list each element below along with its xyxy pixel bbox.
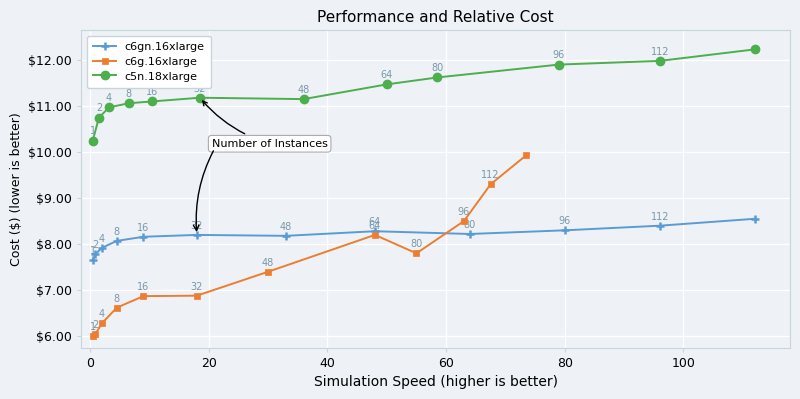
Text: 112: 112 <box>650 211 669 221</box>
c6g.16xlarge <box>412 251 422 256</box>
Text: 2: 2 <box>96 103 102 113</box>
Text: 80: 80 <box>464 220 476 230</box>
c6g.16xlarge <box>486 182 495 187</box>
c5n.18xlarge <box>147 99 157 104</box>
c6gn.16xlarge <box>465 231 474 236</box>
Text: 48: 48 <box>280 222 292 232</box>
c6gn.16xlarge <box>281 233 290 238</box>
Text: 112: 112 <box>650 47 669 57</box>
Text: 80: 80 <box>431 63 443 73</box>
Text: 96: 96 <box>553 50 565 60</box>
Text: 8: 8 <box>126 89 132 99</box>
c6g.16xlarge <box>88 334 98 339</box>
Text: 4: 4 <box>99 234 105 244</box>
c5n.18xlarge <box>195 95 205 100</box>
c5n.18xlarge <box>655 59 665 63</box>
c5n.18xlarge <box>750 47 759 52</box>
Text: 4: 4 <box>106 93 112 103</box>
Text: Number of Instances: Number of Instances <box>202 101 328 149</box>
Text: 112: 112 <box>482 170 500 180</box>
Text: 48: 48 <box>262 258 274 268</box>
c6g.16xlarge <box>138 294 148 298</box>
Text: 32: 32 <box>190 282 203 292</box>
c5n.18xlarge <box>382 82 391 87</box>
c5n.18xlarge <box>433 75 442 80</box>
c6gn.16xlarge <box>138 234 148 239</box>
c6g.16xlarge <box>90 332 100 336</box>
c6gn.16xlarge <box>97 245 106 250</box>
c5n.18xlarge <box>88 138 98 143</box>
Text: 64: 64 <box>369 217 381 227</box>
Title: Performance and Relative Cost: Performance and Relative Cost <box>318 10 554 25</box>
c5n.18xlarge <box>104 105 114 110</box>
Text: 80: 80 <box>410 239 422 249</box>
Line: c5n.18xlarge: c5n.18xlarge <box>89 45 759 145</box>
Legend: c6gn.16xlarge, c6g.16xlarge, c5n.18xlarge: c6gn.16xlarge, c6g.16xlarge, c5n.18xlarg… <box>86 36 211 88</box>
X-axis label: Simulation Speed (higher is better): Simulation Speed (higher is better) <box>314 375 558 389</box>
Text: 16: 16 <box>138 282 150 292</box>
c6g.16xlarge <box>263 269 273 274</box>
c6gn.16xlarge <box>370 229 380 234</box>
Text: 2: 2 <box>92 320 98 330</box>
c5n.18xlarge <box>124 101 134 106</box>
Y-axis label: Cost ($) (lower is better): Cost ($) (lower is better) <box>10 112 22 266</box>
c6gn.16xlarge <box>88 258 98 263</box>
Text: 64: 64 <box>369 221 381 231</box>
c6g.16xlarge <box>370 233 380 237</box>
c5n.18xlarge <box>94 115 104 120</box>
c6gn.16xlarge <box>750 216 759 221</box>
Text: 32: 32 <box>190 221 203 231</box>
c6g.16xlarge <box>192 293 202 298</box>
Line: c6g.16xlarge: c6g.16xlarge <box>90 152 530 340</box>
Text: 32: 32 <box>194 83 206 94</box>
Text: 96: 96 <box>558 216 571 226</box>
Text: 48: 48 <box>298 85 310 95</box>
Text: 2: 2 <box>92 240 98 250</box>
c6gn.16xlarge <box>655 223 665 228</box>
Text: 96: 96 <box>458 207 470 217</box>
c5n.18xlarge <box>299 97 309 101</box>
Text: 1: 1 <box>90 246 96 256</box>
c5n.18xlarge <box>554 62 564 67</box>
c6gn.16xlarge <box>192 233 202 237</box>
Text: 16: 16 <box>138 223 150 233</box>
Text: 4: 4 <box>99 309 105 319</box>
Text: 16: 16 <box>146 87 158 97</box>
Text: 8: 8 <box>114 294 120 304</box>
c6g.16xlarge <box>97 321 106 326</box>
c6gn.16xlarge <box>90 252 100 257</box>
c6g.16xlarge <box>522 153 531 158</box>
Text: 1: 1 <box>90 322 96 332</box>
c6g.16xlarge <box>459 219 469 223</box>
Text: 1: 1 <box>90 126 96 136</box>
Text: 64: 64 <box>381 70 393 80</box>
c6gn.16xlarge <box>112 239 122 243</box>
c6g.16xlarge <box>112 305 122 310</box>
Line: c6gn.16xlarge: c6gn.16xlarge <box>89 215 759 265</box>
c6gn.16xlarge <box>560 228 570 233</box>
Text: 8: 8 <box>114 227 120 237</box>
